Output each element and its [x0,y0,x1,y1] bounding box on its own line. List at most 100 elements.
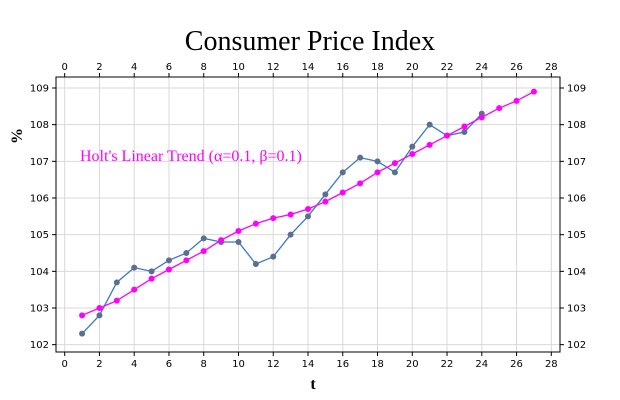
data-point [339,189,346,196]
data-point [287,211,294,218]
x-tick-label-top: 0 [62,62,68,73]
x-tick-label-top: 20 [406,62,419,73]
data-point [287,231,294,238]
x-tick-label-top: 18 [371,62,384,73]
y-tick-label-left: 108 [30,120,49,131]
y-tick-label-left: 105 [30,230,49,241]
x-tick-label-bottom: 22 [441,359,454,370]
x-axis-label: t [310,376,316,393]
y-tick-label-right: 104 [567,267,586,278]
data-point [200,248,207,255]
data-point [496,105,503,112]
series-line-1 [81,113,483,335]
x-tick-label-top: 14 [302,62,315,73]
data-point [200,235,207,242]
data-point [165,257,172,264]
x-tick-label-top: 26 [510,62,523,73]
data-point [113,279,120,286]
y-tick-label-right: 103 [567,304,586,315]
data-point [235,228,242,234]
method-annotation: Holt's Linear Trend (α=0.1, β=0.1) [80,148,302,165]
data-point [322,198,329,205]
data-point [374,169,381,176]
data-point [461,129,468,135]
x-tick-label-top: 12 [267,62,280,73]
y-tick-label-left: 104 [30,267,49,278]
data-point [357,154,364,161]
x-tick-label-top: 10 [232,62,245,73]
x-tick-label-bottom: 26 [510,359,523,370]
data-point [305,213,311,220]
x-tick-label-bottom: 0 [62,359,68,370]
gridlines [56,77,560,352]
axis-ticks: 0022446688101012121414161618182020222224… [30,62,586,370]
data-point [218,237,225,244]
y-tick-label-right: 102 [567,340,586,351]
data-point [374,158,381,165]
y-tick-label-left: 107 [30,157,49,168]
y-axis-label: % [9,128,26,144]
data-point [183,257,190,264]
data-point [391,160,398,167]
x-tick-label-bottom: 2 [96,359,102,370]
data-point [270,253,277,260]
data-point [391,169,398,176]
data-point [252,261,259,267]
data-point [96,312,103,319]
data-point [79,312,86,319]
x-tick-label-bottom: 6 [166,359,172,370]
data-point [426,141,433,148]
x-tick-label-bottom: 20 [406,359,419,370]
data-point [409,143,416,150]
x-tick-label-bottom: 28 [545,359,558,370]
x-tick-label-top: 4 [131,62,137,73]
chart-title: Consumer Price Index [185,26,435,57]
data-point [113,297,120,304]
data-point [530,88,537,95]
data-point [339,169,346,176]
data-point [444,132,451,139]
x-tick-label-bottom: 18 [371,359,384,370]
x-tick-label-top: 8 [201,62,207,73]
x-tick-label-top: 24 [475,62,488,73]
x-tick-label-bottom: 14 [302,359,315,370]
x-tick-label-top: 2 [96,62,102,73]
data-point [131,264,138,271]
data-point [409,151,416,157]
x-tick-label-bottom: 8 [201,359,207,370]
x-tick-label-bottom: 16 [336,359,349,370]
y-tick-label-left: 102 [30,340,49,351]
data-point [148,268,155,275]
data-point [357,180,364,187]
y-tick-label-left: 109 [30,84,49,95]
data-series [79,88,537,337]
data-point [183,250,190,256]
y-tick-label-left: 103 [30,304,49,315]
data-point [322,191,329,198]
x-tick-label-bottom: 12 [267,359,280,370]
y-tick-label-right: 106 [567,194,586,205]
x-tick-label-bottom: 24 [475,359,488,370]
data-point [513,97,520,104]
x-tick-label-top: 22 [441,62,454,73]
data-point [461,123,468,130]
y-tick-label-right: 108 [567,120,586,131]
data-point [270,215,277,222]
y-tick-label-right: 107 [567,157,586,168]
data-point [305,206,311,212]
data-point [252,220,259,227]
data-point [165,266,172,273]
x-tick-label-top: 16 [336,62,349,73]
data-point [131,286,138,293]
x-tick-label-top: 6 [166,62,172,73]
x-tick-label-bottom: 10 [232,359,245,370]
data-point [426,121,433,128]
data-point [148,275,155,282]
x-tick-label-bottom: 4 [131,359,137,370]
y-tick-label-right: 109 [567,84,586,95]
y-tick-label-left: 106 [30,194,49,205]
data-point [96,305,103,311]
x-tick-label-top: 28 [545,62,558,73]
data-point [478,114,485,121]
